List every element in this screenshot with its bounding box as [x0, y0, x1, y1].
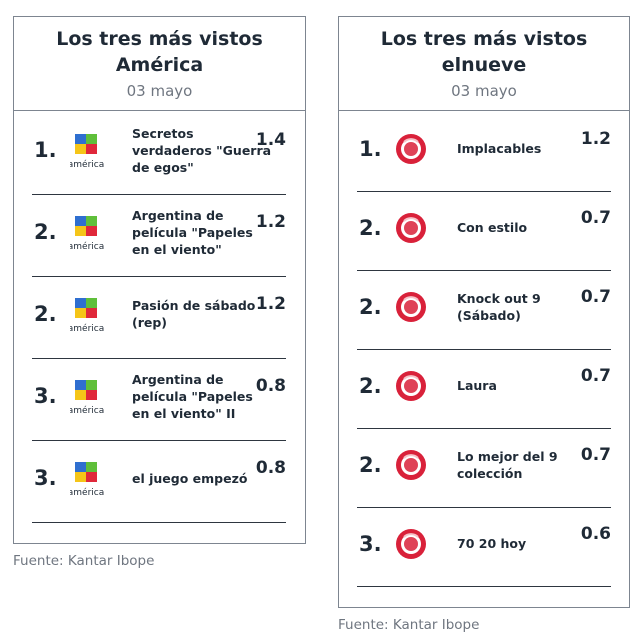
ratings-row: 2. américa Pasión de sábado (rep) 1.2: [32, 277, 286, 359]
program-name: 70 20 hoy: [457, 536, 527, 551]
ratings-row: 2. Laura 0.7: [357, 350, 611, 429]
program-name: Argentina de película "Papeles en el vient…: [132, 207, 253, 257]
channel-logo: [395, 133, 427, 169]
ratings-row: 2. Knock out 9 (Sábado) 0.7: [357, 271, 611, 350]
ratings-row: 3. américa Argentina de película "Papeles en…: [32, 359, 286, 441]
ratings-row: 1. américa Secretos verdaderos "Guerra de eg…: [32, 113, 286, 195]
panel-channel-name: elnueve: [441, 54, 527, 76]
channel-logo: américa: [68, 134, 104, 174]
svg-text:américa: américa: [70, 487, 104, 498]
panel-header: Los tres más vistos América 03 mayo: [14, 17, 305, 111]
elnueve-logo-icon: [396, 133, 426, 164]
source-note: Fuente: Kantar Ibope: [13, 553, 155, 569]
america-logo-icon: américa: [68, 216, 104, 252]
rating-value: 1.2: [580, 128, 611, 149]
ratings-row: 1. Implacables 1.2: [357, 113, 611, 192]
rating-value: 0.7: [580, 286, 611, 307]
america-ratings-panel: Los tres más vistos América 03 mayo 1. am…: [13, 16, 306, 544]
elnueve-ratings-panel: Los tres más vistos elnueve 03 mayo 1. Im…: [338, 16, 630, 608]
elnueve-logo-icon: [396, 528, 426, 559]
source-note: Fuente: Kantar Ibope: [338, 617, 480, 633]
rating-value: 0.8: [255, 458, 286, 478]
channel-logo: [395, 291, 427, 327]
svg-text:américa: américa: [70, 159, 104, 170]
rank-number: 2.: [359, 452, 382, 477]
program-name: Pasión de sábado (rep): [132, 298, 256, 330]
america-logo-icon: américa: [68, 380, 104, 416]
elnueve-logo-icon: [396, 370, 426, 401]
elnueve-logo-icon: [396, 212, 426, 243]
ratings-row: 2. Lo mejor del 9 colección 0.7: [357, 429, 611, 508]
panel-date: 03 mayo: [451, 82, 517, 100]
rating-value: 0.7: [580, 207, 611, 228]
elnueve-logo-icon: [396, 449, 426, 480]
program-name: el juego empezó: [132, 470, 248, 486]
rank-number: 2.: [34, 220, 57, 244]
program-name: Implacables: [457, 141, 542, 156]
rating-value: 0.7: [580, 365, 611, 386]
channel-logo: américa: [68, 298, 104, 338]
rank-number: 3.: [34, 384, 57, 408]
channel-logo: américa: [68, 216, 104, 256]
channel-logo: [395, 528, 427, 564]
channel-logo: [395, 212, 427, 248]
svg-text:américa: américa: [70, 241, 104, 252]
rank-number: 3.: [34, 466, 57, 490]
svg-text:américa: américa: [70, 323, 104, 334]
elnueve-logo-icon: [396, 291, 426, 322]
panel-title: Los tres más vistos: [56, 28, 263, 50]
rating-value: 0.8: [255, 376, 286, 396]
rank-number: 2.: [359, 373, 382, 398]
ratings-row: 2. Con estilo 0.7: [357, 192, 611, 271]
rating-value: 1.4: [255, 130, 286, 150]
program-name: Secretos verdaderos "Guerra de egos": [132, 125, 272, 175]
program-name: Knock out 9 (Sábado): [457, 290, 541, 323]
rank-number: 2.: [359, 294, 382, 319]
ratings-row: 3. 70 20 hoy 0.6: [357, 508, 611, 587]
rating-value: 0.6: [580, 523, 611, 544]
panel-channel-name: América: [115, 54, 204, 76]
program-name: Con estilo: [457, 220, 528, 235]
channel-logo: américa: [68, 462, 104, 502]
rating-value: 1.2: [255, 294, 286, 314]
channel-logo: [395, 370, 427, 406]
program-name: Laura: [457, 378, 497, 393]
rating-value: 0.7: [580, 444, 611, 465]
america-logo-icon: américa: [68, 462, 104, 498]
ratings-row: 3. américa el juego empezó 0.8: [32, 441, 286, 523]
rank-number: 1.: [359, 136, 382, 161]
rank-number: 1.: [34, 138, 57, 162]
panel-header: Los tres más vistos elnueve 03 mayo: [339, 17, 629, 111]
panel-date: 03 mayo: [126, 82, 193, 100]
rank-number: 3.: [359, 531, 382, 556]
rank-number: 2.: [359, 215, 382, 240]
america-logo-icon: américa: [68, 298, 104, 334]
america-logo-icon: américa: [68, 134, 104, 170]
rank-number: 2.: [34, 302, 57, 326]
svg-text:américa: américa: [70, 405, 104, 416]
program-name: Argentina de película "Papeles en el vient…: [132, 371, 253, 421]
channel-logo: [395, 449, 427, 485]
program-name: Lo mejor del 9 colección: [457, 448, 558, 481]
channel-logo: américa: [68, 380, 104, 420]
panel-title: Los tres más vistos: [380, 28, 588, 50]
ratings-row: 2. américa Argentina de película "Papeles en…: [32, 195, 286, 277]
rating-value: 1.2: [255, 212, 286, 232]
